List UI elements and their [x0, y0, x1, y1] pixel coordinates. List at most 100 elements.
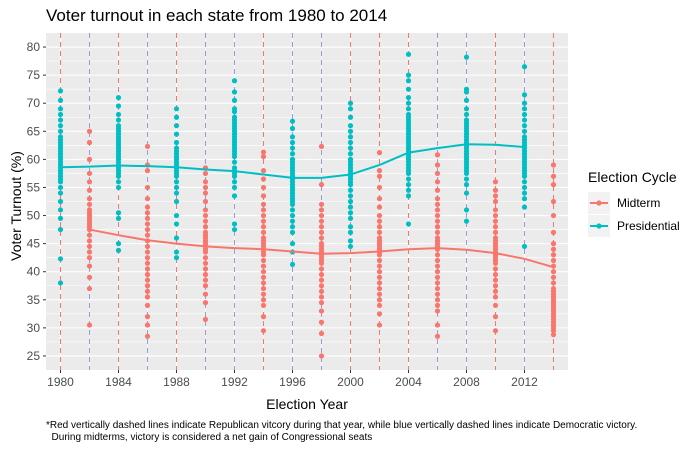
presidential-point: [173, 198, 180, 205]
presidential-point: [173, 123, 180, 129]
legend-label-presidential: Presidential: [617, 219, 680, 233]
presidential-point: [57, 123, 64, 129]
midterm-point: [492, 207, 499, 213]
presidential-point: [405, 176, 412, 182]
midterm-point: [550, 257, 557, 264]
midterm-point: [318, 288, 325, 294]
presidential-point: [173, 190, 180, 196]
presidential-point: [57, 134, 64, 140]
midterm-point: [86, 249, 93, 255]
midterm-point: [86, 263, 93, 269]
midterm-point: [492, 187, 499, 193]
midterm-point: [550, 229, 557, 235]
y-axis-title: Voter Turnout (%): [8, 151, 24, 261]
presidential-point: [57, 215, 64, 221]
presidential-point: [521, 123, 528, 129]
presidential-point: [115, 117, 122, 123]
midterm-point: [376, 280, 383, 286]
midterm-point: [144, 260, 151, 266]
midterm-point: [144, 333, 151, 339]
presidential-point: [463, 218, 470, 224]
y-tick-label: 25: [27, 349, 41, 363]
midterm-point: [202, 277, 209, 283]
midterm-point: [434, 297, 441, 303]
midterm-point: [144, 232, 151, 238]
midterm-point: [318, 300, 325, 306]
midterm-point: [550, 332, 557, 338]
midterm-point: [202, 300, 209, 306]
presidential-point: [347, 187, 354, 193]
midterm-point: [492, 224, 499, 230]
midterm-point: [144, 184, 151, 191]
presidential-point: [115, 184, 122, 191]
midterm-point: [318, 201, 325, 207]
midterm-point: [260, 269, 267, 275]
midterm-point: [318, 235, 325, 241]
midterm-point: [434, 201, 441, 207]
midterm-point: [550, 252, 557, 258]
presidential-point: [115, 210, 122, 216]
x-tick-label: 1980: [47, 375, 74, 389]
presidential-point: [405, 111, 412, 118]
midterm-point: [434, 196, 441, 202]
presidential-point: [347, 123, 354, 129]
midterm-point: [376, 173, 383, 179]
presidential-point: [173, 249, 180, 255]
presidential-point: [521, 117, 528, 123]
presidential-point: [231, 97, 238, 103]
trend-lines: [60, 143, 554, 269]
midterm-point: [86, 201, 93, 207]
presidential-point: [289, 134, 296, 140]
midterm-point: [260, 149, 267, 155]
legend-title: Election Cycle: [588, 169, 677, 185]
midterm-point: [550, 173, 557, 179]
presidential-point: [289, 145, 296, 151]
y-tick-label: 35: [27, 293, 41, 307]
midterm-point: [144, 226, 151, 233]
midterm-point: [492, 229, 499, 235]
midterm-point: [86, 255, 93, 261]
presidential-point: [289, 218, 296, 224]
midterm-point: [550, 212, 557, 219]
presidential-point: [173, 221, 180, 227]
midterm-point: [434, 280, 441, 286]
legend-key-presidential: Presidential: [588, 215, 680, 237]
midterm-point: [260, 218, 267, 224]
presidential-point: [405, 94, 412, 101]
midterm-point: [260, 297, 267, 303]
midterm-point: [434, 207, 441, 213]
midterm-point: [86, 238, 93, 244]
midterm-point: [260, 201, 267, 207]
chart-title: Voter turnout in each state from 1980 to…: [46, 6, 387, 25]
presidential-point: [405, 78, 412, 84]
presidential-point: [57, 280, 64, 286]
midterm-point: [86, 322, 93, 328]
presidential-point: [347, 151, 354, 157]
midterm-point: [318, 308, 325, 314]
midterm-point: [550, 162, 557, 168]
midterm-point: [376, 311, 383, 317]
midterm-point: [376, 269, 383, 275]
midterm-point: [434, 333, 441, 339]
midterm-point: [260, 224, 267, 230]
presidential-point: [521, 179, 528, 185]
midterm-point: [260, 302, 267, 309]
presidential-point: [521, 184, 528, 191]
y-tick-label: 55: [27, 180, 41, 194]
presidential-point: [57, 184, 64, 191]
midterm-point: [318, 218, 325, 224]
midterm-point: [376, 196, 383, 202]
midterm-point: [144, 243, 151, 250]
midterm-point: [260, 291, 267, 297]
midterm-point: [434, 263, 441, 269]
midterm-point: [318, 212, 325, 219]
presidential-point: [521, 243, 528, 250]
presidential-point: [289, 212, 296, 219]
presidential-point: [347, 215, 354, 221]
presidential-point: [405, 187, 412, 193]
midterm-point: [434, 162, 441, 168]
midterm-point: [144, 302, 151, 309]
midterm-point: [144, 314, 151, 320]
midterm-point: [550, 274, 557, 280]
presidential-point: [115, 123, 122, 129]
